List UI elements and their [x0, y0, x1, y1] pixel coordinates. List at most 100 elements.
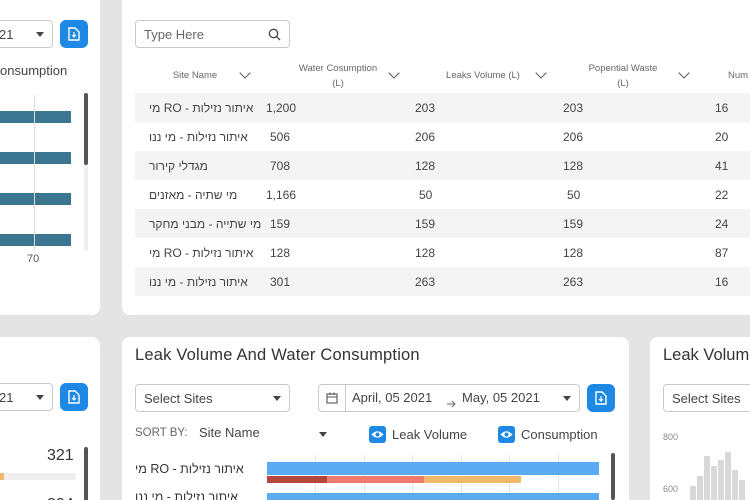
export-button[interactable]: [587, 384, 615, 412]
chevron-down-icon: [273, 396, 281, 401]
card-title: Leak Volum: [663, 346, 750, 364]
table-row[interactable]: איתור נזילות - מי ננו 301 263 263 16: [135, 267, 750, 296]
table-row[interactable]: איתור נזילות - מי ננו 506 206 206 20: [135, 122, 750, 151]
column-header-site-name[interactable]: Site Name: [172, 70, 218, 81]
cell-water: 159: [270, 217, 291, 231]
export-button[interactable]: [60, 20, 88, 48]
histogram: [690, 450, 750, 500]
table-row[interactable]: איתור נזילות - RO מי 1,200 203 203 16: [135, 93, 750, 122]
sites-dropdown[interactable]: 21: [0, 20, 53, 48]
table-row[interactable]: איתור נזילות - RO מי 128 128 128 87: [135, 238, 750, 267]
eye-icon: [371, 431, 384, 438]
cell-leaks: 128: [415, 159, 436, 173]
cell-site: איתור נזילות - מי ננו: [149, 275, 248, 289]
scrollbar-thumb[interactable]: [84, 447, 88, 500]
leak-bar-segment[interactable]: [424, 476, 521, 483]
calendar-icon: [326, 392, 338, 404]
date-range-picker[interactable]: April, 05 2021 May, 05 2021: [318, 384, 580, 412]
histogram-bar: [711, 466, 717, 500]
cell-leaks: 159: [415, 217, 436, 231]
arrow-right-icon: [447, 400, 456, 408]
consumption-bar[interactable]: [267, 462, 599, 475]
progress-track: [0, 473, 76, 480]
sites-dropdown-value: 21: [0, 26, 14, 42]
select-sites-dropdown[interactable]: Select Sites: [663, 384, 750, 412]
cell-site: מי שתייה - מבני מחקר: [149, 217, 262, 231]
cell-site: איתור נזילות - RO מי: [149, 246, 254, 260]
progress-fill: [0, 473, 4, 480]
sites-dropdown-value: 21: [0, 389, 14, 405]
axis-tick-label: 70: [27, 253, 40, 265]
chevron-down-icon: [563, 396, 571, 401]
chart-bar: [0, 234, 71, 246]
cell-water: 1,200: [266, 101, 297, 115]
calendar-icon-box[interactable]: [319, 385, 346, 411]
card-title: Leak Volume And Water Consumption: [135, 346, 420, 364]
scrollbar-thumb[interactable]: [611, 453, 615, 500]
column-header-leaks-volume[interactable]: Leaks Volume (L): [446, 70, 520, 81]
select-sites-label: Select Sites: [672, 390, 741, 406]
histogram-bar: [697, 476, 703, 500]
file-export-icon: [68, 390, 80, 404]
cell-waste: 128: [563, 246, 584, 260]
cell-water: 708: [270, 159, 291, 173]
column-header-num[interactable]: Num: [728, 70, 749, 81]
scrollbar-thumb[interactable]: [84, 93, 88, 165]
date-from[interactable]: April, 05 2021: [352, 390, 433, 405]
search-placeholder: Type Here: [144, 26, 204, 42]
cell-water: 128: [270, 246, 291, 260]
gridline: [34, 95, 35, 250]
leak-bar-segment[interactable]: [267, 476, 327, 483]
cell-site: מי שתיה - מאזנים: [149, 188, 238, 202]
table-row[interactable]: מי שתייה - מבני מחקר 159 159 159 24: [135, 209, 750, 238]
cell-water: 301: [270, 275, 291, 289]
column-header-water-consumption[interactable]: Water Cosumption (L): [298, 63, 378, 89]
consumption-bar[interactable]: [267, 493, 599, 500]
histogram-bar: [732, 470, 738, 500]
chart-bar: [0, 193, 71, 205]
cell-num: 22: [715, 188, 729, 202]
select-sites-dropdown[interactable]: Select Sites: [135, 384, 290, 412]
select-sites-label: Select Sites: [144, 390, 213, 406]
cell-waste: 203: [563, 101, 584, 115]
scrollbar-track[interactable]: [84, 93, 88, 251]
legend-leak-volume[interactable]: Leak Volume: [392, 427, 468, 442]
value-label: 204: [47, 496, 74, 500]
date-to[interactable]: May, 05 2021: [462, 390, 540, 405]
sort-by-dropdown[interactable]: Site Name: [199, 425, 329, 443]
cell-leaks: 128: [415, 246, 436, 260]
consumption-card: 21 onsumption 70: [0, 0, 100, 315]
sort-by-value: Site Name: [199, 425, 260, 440]
cell-waste: 263: [563, 275, 584, 289]
y-tick-label: 800: [663, 432, 679, 442]
chevron-down-icon: [36, 395, 44, 400]
toggle-consumption[interactable]: [498, 426, 515, 443]
scrollbar-track[interactable]: [84, 447, 88, 500]
chevron-down-icon: [319, 432, 327, 437]
cell-waste: 159: [563, 217, 584, 231]
chart-row-label: איתור נזילות - מי ננו: [135, 490, 238, 500]
table-row[interactable]: מגדלי קירור 708 128 128 41: [135, 151, 750, 180]
sites-dropdown[interactable]: 21: [0, 383, 53, 411]
histogram-bar: [704, 456, 710, 500]
value-label: 321: [47, 447, 74, 464]
chart-bar: [0, 111, 71, 123]
search-input[interactable]: Type Here: [135, 20, 290, 48]
chart-heading: onsumption: [0, 63, 68, 78]
cell-water: 506: [270, 130, 291, 144]
cell-site: איתור נזילות - מי ננו: [149, 130, 248, 144]
histogram-bar: [725, 452, 731, 500]
cell-num: 24: [715, 217, 729, 231]
cell-num: 87: [715, 246, 729, 260]
column-header-potential-waste[interactable]: Popential Waste (L): [588, 63, 658, 89]
eye-icon: [500, 431, 513, 438]
legend-consumption[interactable]: Consumption: [521, 427, 598, 442]
export-button[interactable]: [60, 383, 88, 411]
cell-leaks: 263: [415, 275, 436, 289]
cell-num: 16: [715, 275, 729, 289]
toggle-leak-volume[interactable]: [369, 426, 386, 443]
histogram-bar: [739, 480, 745, 500]
leak-bar-segment[interactable]: [327, 476, 424, 483]
table-row[interactable]: מי שתיה - מאזנים 1,166 50 50 22: [135, 180, 750, 209]
cell-waste: 128: [563, 159, 584, 173]
